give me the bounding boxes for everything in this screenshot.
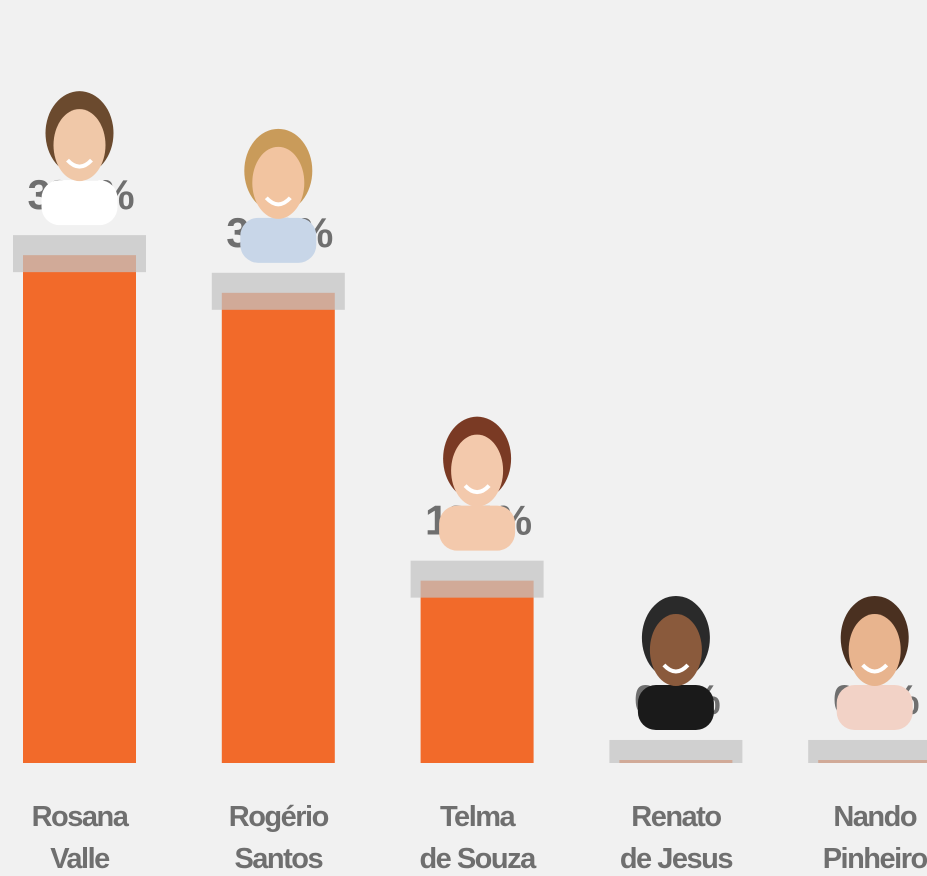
bar-range-band [808, 739, 927, 763]
category-label: Nando [833, 801, 917, 833]
portrait-smile [264, 196, 292, 207]
bar [221, 292, 335, 763]
portrait-shirt [836, 684, 913, 730]
category-label: Santos [234, 843, 322, 875]
bar [23, 255, 136, 764]
bar-range-band [609, 739, 743, 763]
portrait-shirt [41, 180, 118, 226]
portrait [439, 416, 516, 551]
category-label: Rosana [32, 801, 130, 833]
portrait [240, 128, 317, 263]
category-label: de Souza [419, 843, 537, 875]
category-label: Rogério [229, 801, 329, 833]
category-label: Valle [50, 843, 110, 875]
portrait-smile [662, 663, 690, 674]
category-label: de Jesus [620, 843, 732, 875]
portrait-smile [861, 663, 889, 674]
portrait [637, 595, 714, 730]
portrait-smile [463, 484, 491, 495]
bar [420, 580, 534, 763]
portrait-smile [66, 158, 93, 169]
portrait-face [53, 109, 106, 182]
portrait-face [451, 434, 504, 507]
bar-range-band [410, 560, 544, 598]
portrait-shirt [637, 684, 714, 730]
portrait-face [649, 613, 702, 686]
portrait-face [252, 146, 305, 219]
bar-range-band [211, 272, 345, 310]
portrait [836, 595, 913, 730]
portrait-shirt [439, 505, 516, 551]
category-label: Pinheiro [823, 843, 927, 875]
portrait [41, 91, 118, 226]
portrait-shirt [240, 217, 317, 263]
category-label: Renato [631, 801, 721, 833]
category-label: Telma [440, 801, 517, 833]
portrait-face [848, 613, 901, 686]
bar-range-band [13, 235, 146, 273]
